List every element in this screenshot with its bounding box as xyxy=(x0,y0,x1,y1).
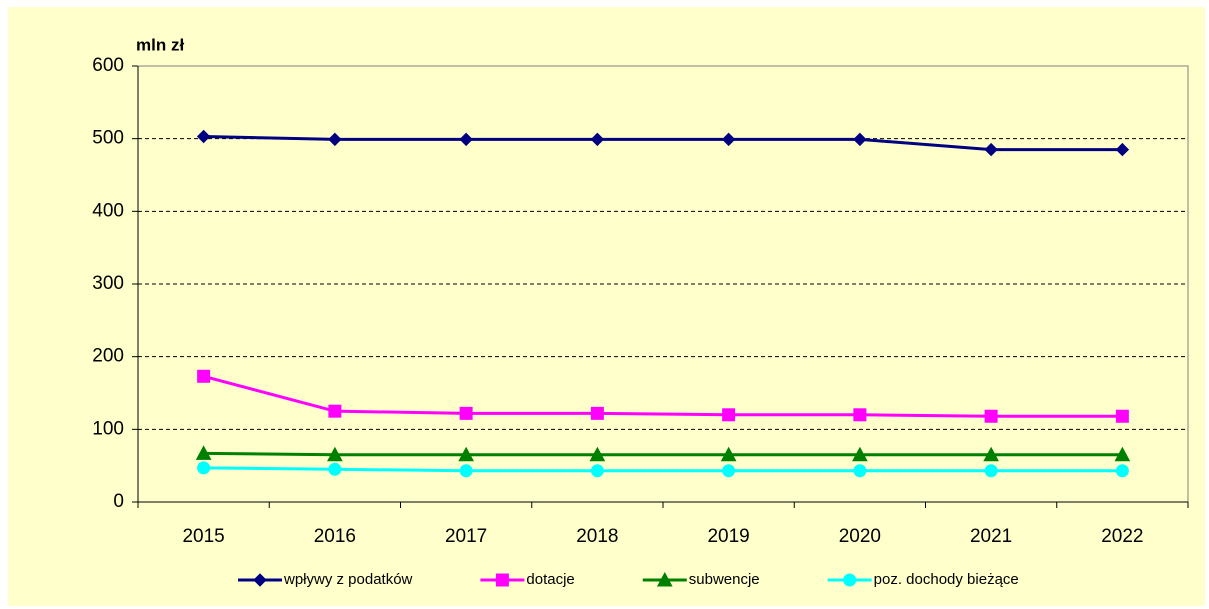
y-tick-label: 500 xyxy=(92,128,124,149)
data-point xyxy=(1115,142,1130,157)
data-point xyxy=(196,129,211,144)
x-tick-label: 2018 xyxy=(576,526,618,547)
data-point xyxy=(984,464,998,478)
series-line xyxy=(203,451,1123,457)
data-point xyxy=(590,464,604,478)
legend-marker xyxy=(843,573,857,587)
series-line xyxy=(203,466,1123,473)
data-point xyxy=(328,404,342,418)
data-point xyxy=(197,369,211,383)
data-point xyxy=(722,408,736,422)
data-point xyxy=(328,462,342,476)
legend: wpływy z podatków dotacje subwencje poz. do… xyxy=(238,571,1019,588)
data-point xyxy=(459,406,473,420)
data-point xyxy=(853,132,867,147)
x-tick-label: 2021 xyxy=(970,526,1012,547)
data-point xyxy=(983,446,999,462)
legend-marker xyxy=(253,573,267,587)
data-point xyxy=(459,464,473,478)
data-point xyxy=(327,446,343,462)
y-tick-label: 300 xyxy=(92,273,124,294)
data-point xyxy=(458,446,474,462)
x-tick-label: 2019 xyxy=(707,526,749,547)
data-point xyxy=(197,461,211,475)
data-point xyxy=(459,132,473,147)
data-point xyxy=(852,446,868,462)
y-tick-label: 100 xyxy=(92,418,124,439)
data-point xyxy=(984,142,998,157)
data-point xyxy=(590,406,604,420)
y-tick-label: 400 xyxy=(92,200,124,221)
data-point xyxy=(1115,464,1129,478)
data-point xyxy=(195,445,212,460)
y-tick-label: 200 xyxy=(92,346,124,367)
chart-background xyxy=(8,7,1205,606)
x-tick-label: 2015 xyxy=(182,526,224,547)
data-point xyxy=(721,132,736,147)
x-tick-label: 2016 xyxy=(314,526,356,547)
data-point xyxy=(722,464,736,478)
x-tick-label: 2022 xyxy=(1101,526,1143,547)
y-tick-label: 600 xyxy=(92,55,124,76)
legend-marker xyxy=(495,573,509,587)
data-point xyxy=(1114,446,1131,462)
data-point xyxy=(984,409,998,423)
data-point xyxy=(720,446,737,462)
data-point xyxy=(853,408,867,422)
legend-label: poz. dochody bieżące xyxy=(874,571,1019,588)
legend-label: wpływy z podatków xyxy=(283,571,413,588)
y-tick-label: 0 xyxy=(113,491,124,512)
x-tick-label: 2020 xyxy=(839,526,881,547)
y-axis-label: mln zł xyxy=(136,35,184,54)
data-point xyxy=(1115,409,1129,423)
data-point xyxy=(328,132,342,147)
x-tick-label: 2017 xyxy=(445,526,487,547)
data-point xyxy=(590,132,605,147)
legend-marker xyxy=(656,571,673,587)
legend-label: dotacje xyxy=(526,571,574,588)
data-point xyxy=(853,464,867,478)
series-line xyxy=(203,134,1123,152)
legend-label: subwencje xyxy=(689,571,760,588)
series-line xyxy=(203,374,1123,418)
data-point xyxy=(589,446,606,462)
